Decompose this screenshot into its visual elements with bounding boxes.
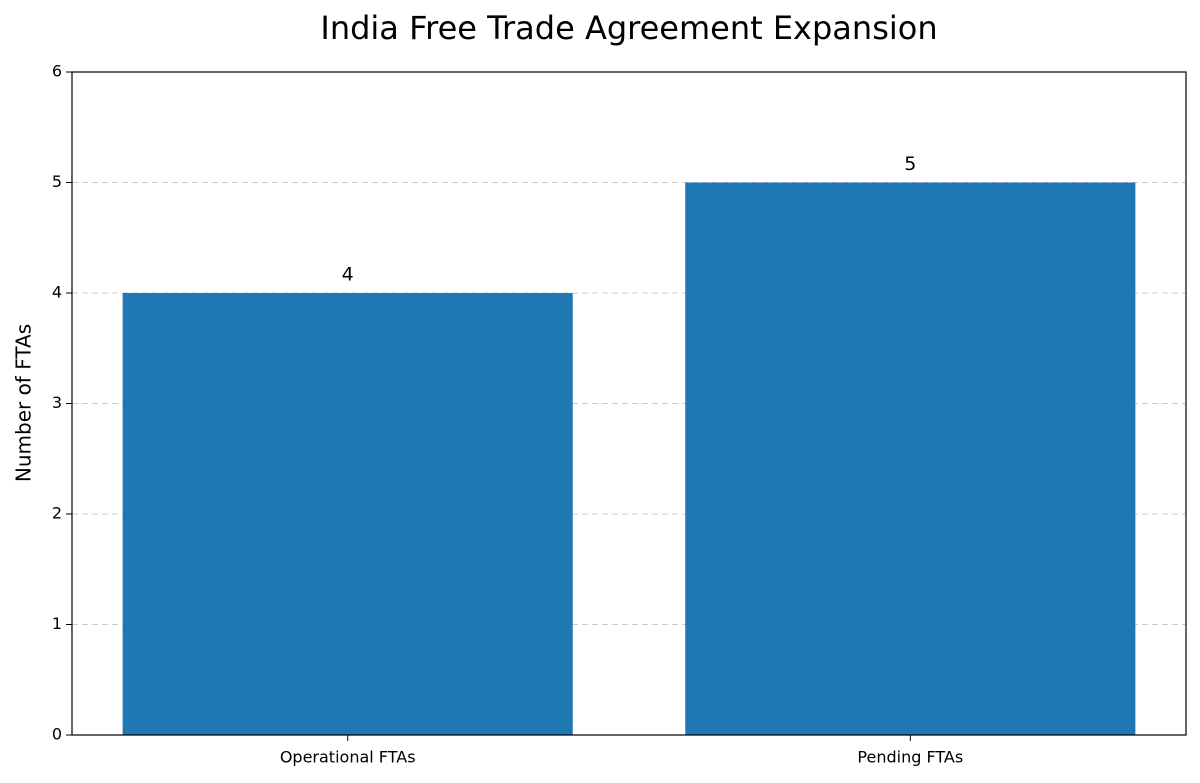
- y-tick-label: 2: [52, 504, 62, 523]
- y-tick-label: 6: [52, 62, 62, 81]
- y-tick-label: 1: [52, 614, 62, 633]
- chart-title: India Free Trade Agreement Expansion: [320, 9, 937, 47]
- y-tick-label: 5: [52, 172, 62, 191]
- y-axis-label: Number of FTAs: [12, 324, 36, 482]
- data-label: 4: [342, 264, 354, 286]
- bar: [685, 182, 1136, 735]
- x-tick-label: Pending FTAs: [857, 748, 963, 767]
- plot-frame: [71, 71, 1187, 736]
- bar: [122, 293, 573, 735]
- x-tick-label: Operational FTAs: [280, 748, 416, 767]
- y-tick-label: 0: [52, 725, 62, 744]
- data-label: 5: [904, 153, 916, 175]
- y-tick-label: 4: [52, 283, 62, 302]
- y-tick-label: 3: [52, 393, 62, 412]
